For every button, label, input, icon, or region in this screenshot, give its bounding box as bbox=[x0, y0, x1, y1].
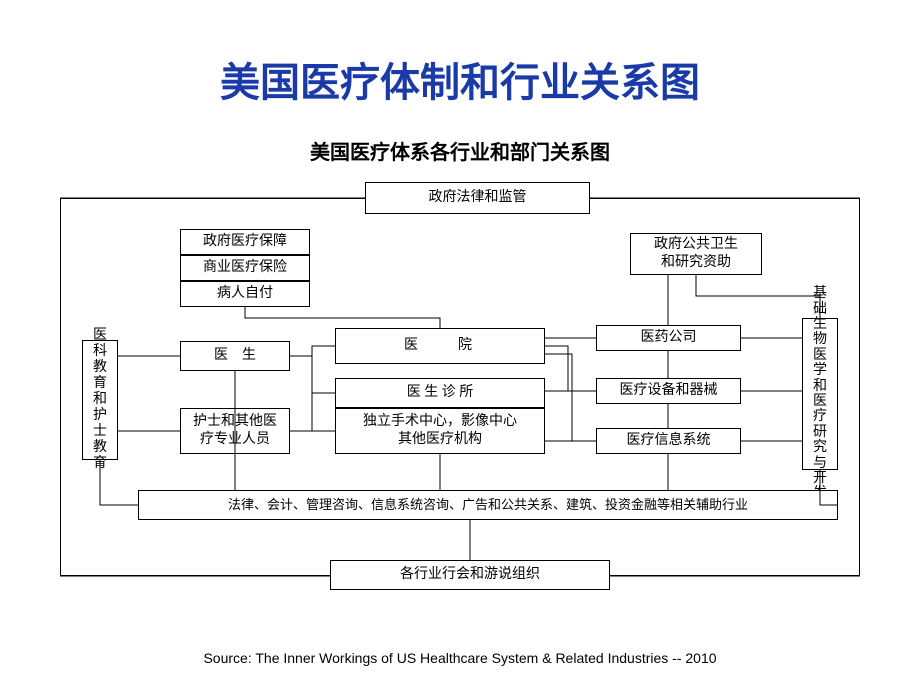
node-edu-label: 医科教育和护士教育 bbox=[92, 328, 108, 473]
main-title: 美国医疗体制和行业关系图 bbox=[0, 50, 920, 108]
node-research-label: 基础生物医学和医疗研究与开发 bbox=[807, 286, 833, 501]
node-gov-ins: 政府医疗保障 bbox=[180, 229, 310, 255]
node-hospital: 医 院 bbox=[335, 328, 545, 364]
source-text: Source: The Inner Workings of US Healthc… bbox=[0, 650, 920, 666]
node-doctor: 医 生 bbox=[180, 341, 290, 371]
node-it: 医疗信息系统 bbox=[596, 428, 741, 454]
node-clinic: 医 生 诊 所 bbox=[335, 378, 545, 408]
node-pub-health: 政府公共卫生 和研究资助 bbox=[630, 233, 762, 275]
node-edu: 医科教育和护士教育 bbox=[82, 340, 118, 460]
node-support: 法律、会计、管理咨询、信息系统咨询、广告和公共关系、建筑、投资金融等相关辅助行业 bbox=[138, 490, 838, 520]
node-other-fac: 独立手术中心，影像中心 其他医疗机构 bbox=[335, 408, 545, 454]
node-research: 基础生物医学和医疗研究与开发 bbox=[802, 318, 838, 470]
node-nurse: 护士和其他医 疗专业人员 bbox=[180, 408, 290, 454]
node-lobby: 各行业行会和游说组织 bbox=[330, 560, 610, 590]
node-self-pay: 病人自付 bbox=[180, 281, 310, 307]
node-com-ins: 商业医疗保险 bbox=[180, 255, 310, 281]
node-device: 医疗设备和器械 bbox=[596, 378, 741, 404]
node-pharma: 医药公司 bbox=[596, 325, 741, 351]
node-gov-reg: 政府法律和监管 bbox=[365, 182, 590, 214]
sub-title: 美国医疗体系各行业和部门关系图 bbox=[0, 136, 920, 165]
